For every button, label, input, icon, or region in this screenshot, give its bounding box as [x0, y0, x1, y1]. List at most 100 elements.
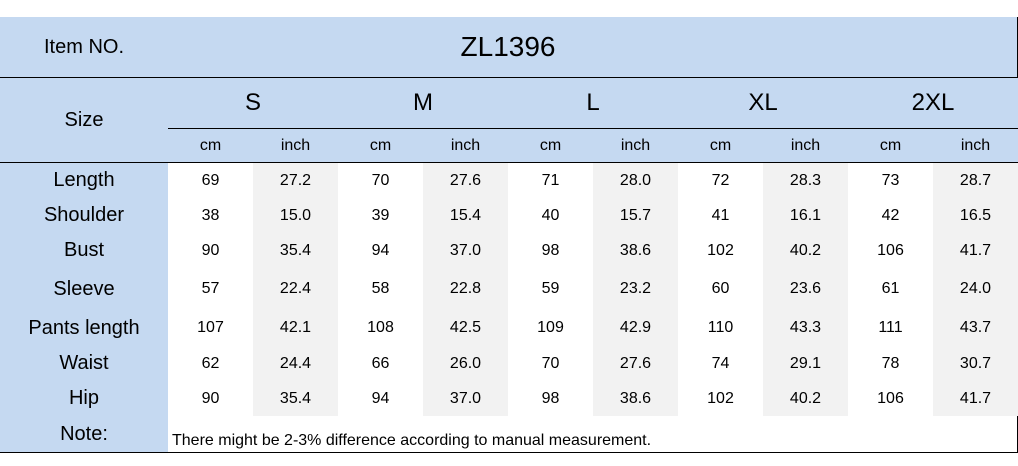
value: 90	[168, 381, 254, 417]
size-label: Size	[0, 78, 169, 163]
value: 42.5	[423, 310, 509, 347]
unit: cm	[508, 129, 594, 163]
value: 43.3	[763, 310, 849, 347]
item-label: Item NO.	[0, 17, 169, 78]
row-label: Length	[0, 163, 169, 199]
value: 98	[508, 381, 594, 417]
value: 38	[168, 198, 254, 234]
value: 106	[848, 381, 934, 417]
value: 71	[508, 163, 594, 199]
size-name: S	[168, 78, 339, 129]
value: 35.4	[253, 233, 339, 269]
value: 94	[338, 381, 424, 417]
value: 60	[678, 268, 764, 311]
value: 57	[168, 268, 254, 311]
note-blank	[933, 416, 1018, 453]
value: 16.1	[763, 198, 849, 234]
value: 41.7	[933, 233, 1018, 269]
item-no: ZL1396	[168, 17, 849, 78]
value: 70	[338, 163, 424, 199]
row-label: Shoulder	[0, 198, 169, 234]
value: 38.6	[593, 233, 679, 269]
value: 37.0	[423, 233, 509, 269]
value: 28.7	[933, 163, 1018, 199]
size-name: M	[338, 78, 509, 129]
value: 38.6	[593, 381, 679, 417]
row-label: Pants length	[0, 310, 169, 347]
value: 106	[848, 233, 934, 269]
value: 102	[678, 381, 764, 417]
unit: cm	[168, 129, 254, 163]
value: 90	[168, 233, 254, 269]
value: 61	[848, 268, 934, 311]
unit: inch	[763, 129, 849, 163]
value: 41.7	[933, 381, 1018, 417]
item-blank	[848, 17, 1018, 78]
value: 74	[678, 346, 764, 382]
value: 69	[168, 163, 254, 199]
size-name: L	[508, 78, 679, 129]
value: 111	[848, 310, 934, 347]
value: 27.2	[253, 163, 339, 199]
note-blank	[848, 416, 934, 453]
value: 40.2	[763, 381, 849, 417]
value: 58	[338, 268, 424, 311]
value: 107	[168, 310, 254, 347]
value: 29.1	[763, 346, 849, 382]
row-label: Hip	[0, 381, 169, 417]
value: 109	[508, 310, 594, 347]
value: 62	[168, 346, 254, 382]
value: 15.7	[593, 198, 679, 234]
unit: inch	[933, 129, 1018, 163]
value: 35.4	[253, 381, 339, 417]
value: 39	[338, 198, 424, 234]
value: 27.6	[423, 163, 509, 199]
value: 37.0	[423, 381, 509, 417]
unit: cm	[338, 129, 424, 163]
value: 26.0	[423, 346, 509, 382]
size-name: XL	[678, 78, 849, 129]
value: 102	[678, 233, 764, 269]
value: 98	[508, 233, 594, 269]
value: 70	[508, 346, 594, 382]
value: 22.8	[423, 268, 509, 311]
value: 23.6	[763, 268, 849, 311]
row-label: Bust	[0, 233, 169, 269]
value: 15.4	[423, 198, 509, 234]
value: 42.9	[593, 310, 679, 347]
value: 30.7	[933, 346, 1018, 382]
value: 59	[508, 268, 594, 311]
unit: inch	[423, 129, 509, 163]
value: 108	[338, 310, 424, 347]
value: 15.0	[253, 198, 339, 234]
unit: inch	[593, 129, 679, 163]
value: 40	[508, 198, 594, 234]
value: 28.0	[593, 163, 679, 199]
value: 78	[848, 346, 934, 382]
value: 72	[678, 163, 764, 199]
size-name: 2XL	[848, 78, 1018, 129]
value: 42	[848, 198, 934, 234]
value: 110	[678, 310, 764, 347]
note-label: Note:	[0, 416, 169, 453]
value: 16.5	[933, 198, 1018, 234]
unit: cm	[848, 129, 934, 163]
value: 42.1	[253, 310, 339, 347]
value: 40.2	[763, 233, 849, 269]
value: 27.6	[593, 346, 679, 382]
value: 41	[678, 198, 764, 234]
value: 23.2	[593, 268, 679, 311]
note-text: There might be 2-3% difference according…	[168, 416, 849, 453]
row-label: Waist	[0, 346, 169, 382]
unit: inch	[253, 129, 339, 163]
row-label: Sleeve	[0, 268, 169, 311]
value: 28.3	[763, 163, 849, 199]
value: 73	[848, 163, 934, 199]
unit: cm	[678, 129, 764, 163]
value: 24.4	[253, 346, 339, 382]
value: 43.7	[933, 310, 1018, 347]
value: 66	[338, 346, 424, 382]
value: 94	[338, 233, 424, 269]
value: 24.0	[933, 268, 1018, 311]
